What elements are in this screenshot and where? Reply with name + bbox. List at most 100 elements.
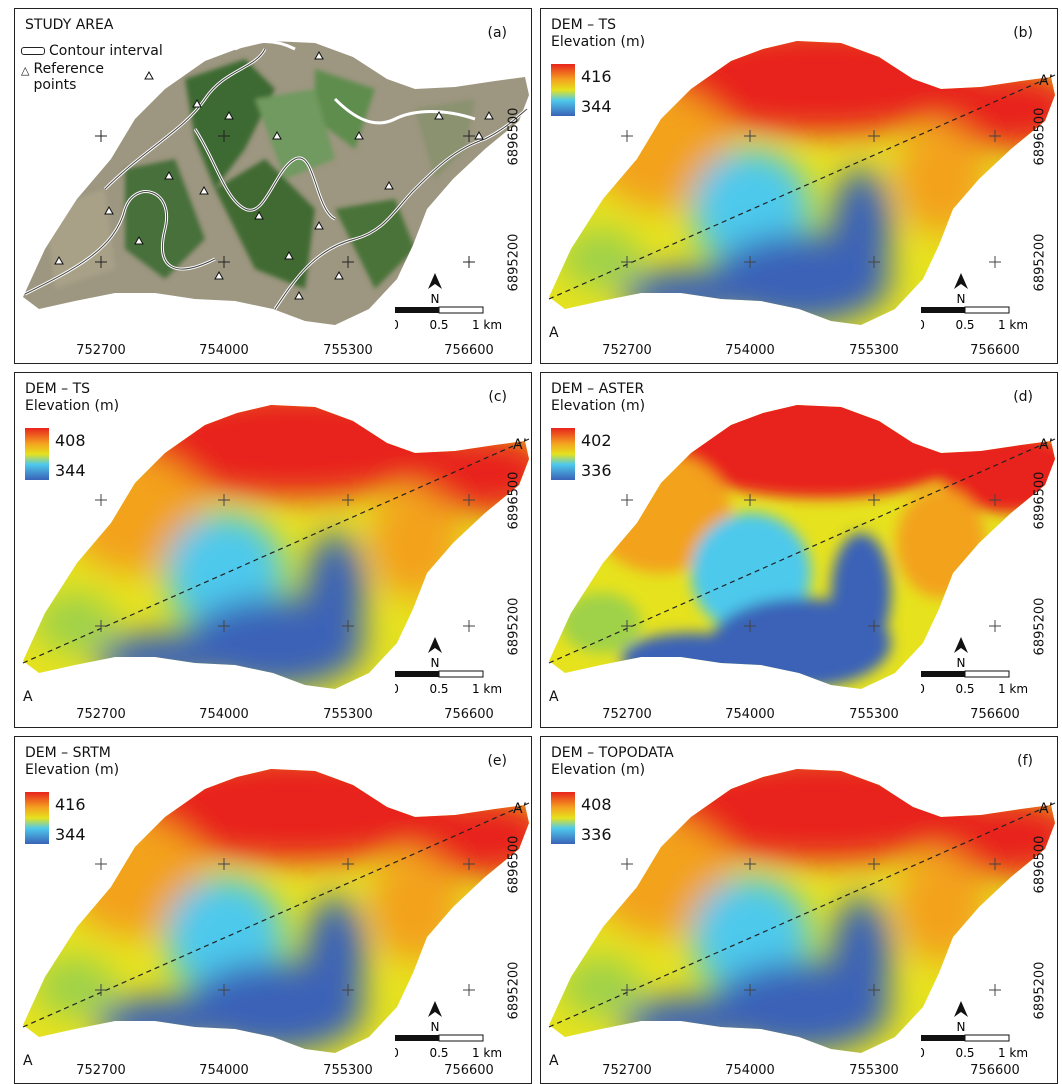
y-tick-2: 6895200 — [1032, 597, 1048, 656]
scale-bar: 0 0.5 1 km — [395, 670, 502, 696]
x-tick-1: 752700 — [76, 707, 126, 722]
scale-05: 0.5 — [955, 318, 974, 332]
north-label: N — [957, 656, 966, 670]
north-arrow-icon: N — [428, 273, 442, 306]
panel-c-legend-ramp — [25, 428, 49, 480]
panel-f-dem-topodata: DEM – TOPODATA Elevation (m) (f) 408 336… — [540, 736, 1058, 1084]
x-tick-4: 756600 — [970, 1063, 1020, 1078]
panel-b-title-text: DEM – TS — [551, 17, 617, 33]
x-tick-4: 756600 — [970, 343, 1020, 358]
x-tick-2: 754000 — [725, 707, 775, 722]
dem-map — [22, 405, 530, 689]
panel-d-point-a-prime: A’ — [1038, 437, 1053, 453]
panel-e-point-a: A — [23, 1053, 33, 1069]
panel-c-title: DEM – TS Elevation (m) — [25, 381, 119, 415]
x-axis-labels: 752700 754000 755300 756600 — [15, 343, 531, 359]
scale-1km: 1 km — [998, 318, 1028, 332]
scale-1km: 1 km — [998, 682, 1028, 696]
panel-d-legend-min: 336 — [581, 461, 612, 480]
y-tick-1: 6896500 — [506, 835, 522, 894]
x-tick-4: 756600 — [444, 1063, 494, 1078]
panel-e-legend-ramp — [25, 792, 49, 844]
dem-map — [22, 769, 530, 1053]
x-tick-4: 756600 — [444, 707, 494, 722]
x-tick-3: 755300 — [849, 1063, 899, 1078]
y-tick-1: 6896500 — [506, 471, 522, 530]
panel-b-title: DEM – TS Elevation (m) — [551, 17, 645, 51]
panel-b-point-a-prime: A’ — [1038, 73, 1053, 89]
x-tick-3: 755300 — [323, 707, 373, 722]
north-arrow-icon: N — [428, 1001, 442, 1034]
x-tick-3: 755300 — [849, 707, 899, 722]
y-tick-1: 6896500 — [1032, 835, 1048, 894]
panel-c-point-a: A — [23, 689, 33, 705]
north-label: N — [431, 656, 440, 670]
panel-b-point-a: A — [549, 325, 559, 341]
scale-0: 0 — [921, 318, 925, 332]
panel-e-point-a-prime: A’ — [512, 801, 527, 817]
y-tick-2: 6895200 — [506, 961, 522, 1020]
scale-bar: 0 0.5 1 km — [395, 1034, 502, 1060]
north-label: N — [957, 1020, 966, 1034]
y-tick-1: 6896500 — [1032, 107, 1048, 166]
panel-d-label: (d) — [1013, 389, 1033, 405]
points-legend-label-2: points — [33, 77, 77, 93]
panel-b-legend-max: 416 — [581, 67, 612, 86]
north-label: N — [957, 292, 966, 306]
panel-f-title: DEM – TOPODATA Elevation (m) — [551, 745, 674, 779]
x-tick-1: 752700 — [602, 1063, 652, 1078]
x-axis-labels: 752700 754000 755300 756600 — [541, 707, 1057, 723]
panel-d-point-a: A — [549, 689, 559, 705]
panel-f-label: (f) — [1017, 753, 1033, 769]
x-tick-3: 755300 — [849, 343, 899, 358]
scale-0: 0 — [395, 1046, 399, 1060]
north-arrow-icon: N — [428, 637, 442, 670]
panel-e-subtitle: Elevation (m) — [25, 762, 120, 778]
panel-f-point-a-prime: A’ — [1038, 801, 1053, 817]
scale-0: 0 — [395, 318, 399, 332]
dem-map — [548, 769, 1056, 1053]
panel-e-label: (e) — [487, 753, 507, 769]
dem-map — [548, 41, 1056, 325]
panel-d-title-text: DEM – ASTER — [551, 381, 645, 397]
x-axis-labels: 752700 754000 755300 756600 — [15, 1063, 531, 1079]
panel-d-subtitle: Elevation (m) — [551, 398, 646, 414]
scale-0: 0 — [395, 682, 399, 696]
y-tick-2: 6895200 — [1032, 233, 1048, 292]
scale-0: 0 — [921, 682, 925, 696]
y-tick-2: 6895200 — [1032, 961, 1048, 1020]
scale-1km: 1 km — [472, 682, 502, 696]
panel-e-legend-min: 344 — [55, 825, 86, 844]
panel-d-legend-max: 402 — [581, 431, 612, 450]
x-tick-1: 752700 — [76, 343, 126, 358]
panel-a-label: (a) — [487, 25, 507, 41]
x-axis-labels: 752700 754000 755300 756600 — [541, 343, 1057, 359]
scale-1km: 1 km — [472, 1046, 502, 1060]
dem-map — [548, 405, 1056, 689]
panel-f-subtitle: Elevation (m) — [551, 762, 646, 778]
panel-e-legend-max: 416 — [55, 795, 86, 814]
study-area-map — [23, 40, 529, 325]
panel-b-subtitle: Elevation (m) — [551, 34, 646, 50]
panel-c-title-text: DEM – TS — [25, 381, 91, 397]
panel-f-title-text: DEM – TOPODATA — [551, 745, 674, 761]
x-tick-4: 756600 — [970, 707, 1020, 722]
y-tick-1: 6896500 — [506, 107, 522, 166]
panel-e-title: DEM – SRTM Elevation (m) — [25, 745, 119, 779]
panel-c-legend-max: 408 — [55, 431, 86, 450]
panel-f-legend-min: 336 — [581, 825, 612, 844]
scale-bar: 0 0.5 1 km — [921, 306, 1028, 332]
triangle-legend-icon: △ — [21, 64, 30, 77]
x-tick-2: 754000 — [199, 707, 249, 722]
y-tick-2: 6895200 — [506, 233, 522, 292]
scale-1km: 1 km — [472, 318, 502, 332]
scale-05: 0.5 — [955, 1046, 974, 1060]
scale-05: 0.5 — [429, 682, 448, 696]
panel-c-label: (c) — [488, 389, 507, 405]
scale-bar: 0 0.5 1 km — [921, 1034, 1028, 1060]
scale-05: 0.5 — [429, 1046, 448, 1060]
x-tick-2: 754000 — [199, 343, 249, 358]
x-tick-1: 752700 — [602, 707, 652, 722]
north-label: N — [431, 1020, 440, 1034]
scale-05: 0.5 — [429, 318, 448, 332]
